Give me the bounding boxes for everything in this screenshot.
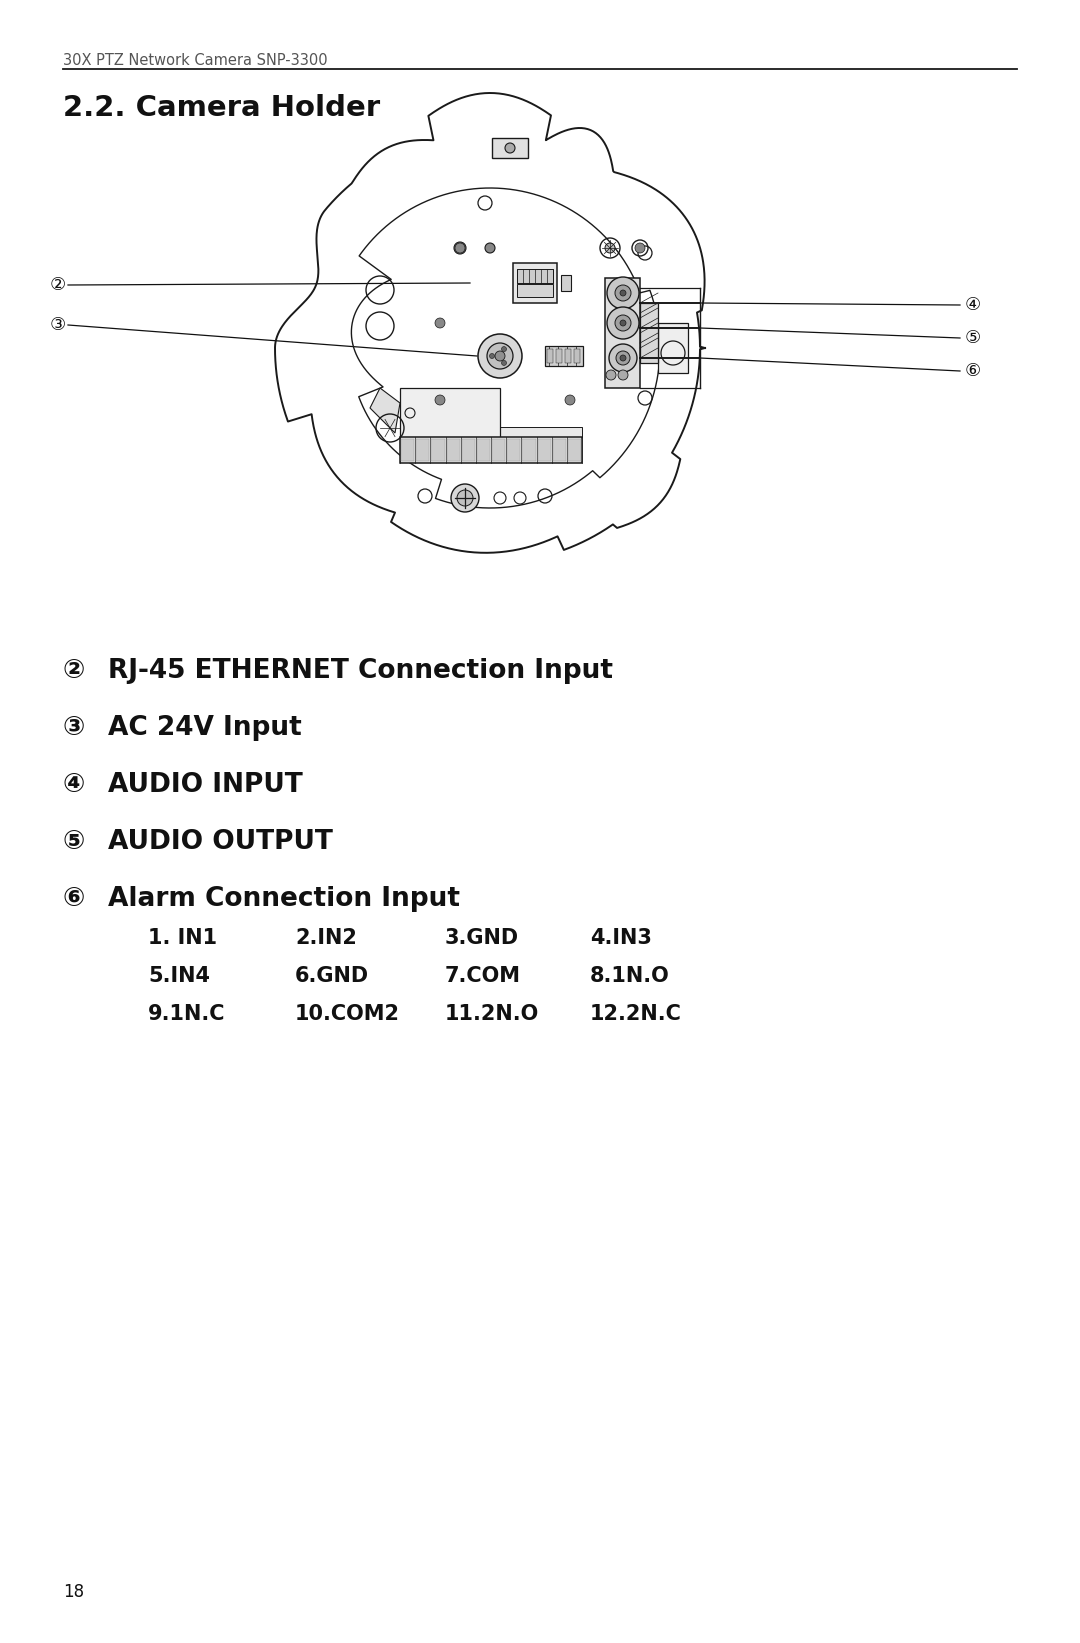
Bar bbox=[658, 324, 688, 373]
Bar bbox=[400, 437, 582, 463]
Text: ②: ② bbox=[50, 276, 66, 294]
Text: RJ-45 ETHERNET Connection Input: RJ-45 ETHERNET Connection Input bbox=[108, 657, 613, 683]
Text: ③: ③ bbox=[63, 715, 85, 741]
Text: ⑤: ⑤ bbox=[63, 830, 85, 854]
Bar bbox=[553, 439, 566, 462]
Text: 11.2N.O: 11.2N.O bbox=[445, 1004, 539, 1024]
Text: 4.IN3: 4.IN3 bbox=[590, 928, 652, 948]
Bar bbox=[508, 439, 521, 462]
Text: 8.1N.O: 8.1N.O bbox=[590, 966, 670, 986]
Circle shape bbox=[451, 485, 480, 513]
Circle shape bbox=[501, 347, 507, 352]
Text: ⑤: ⑤ bbox=[966, 329, 981, 347]
Circle shape bbox=[620, 291, 626, 296]
Circle shape bbox=[455, 243, 465, 253]
Polygon shape bbox=[275, 94, 705, 552]
Text: 2.IN2: 2.IN2 bbox=[295, 928, 356, 948]
Bar bbox=[517, 284, 553, 297]
Bar bbox=[400, 427, 582, 437]
Circle shape bbox=[620, 355, 626, 361]
Bar bbox=[573, 348, 580, 363]
Text: 6.GND: 6.GND bbox=[295, 966, 369, 986]
Text: 1. IN1: 1. IN1 bbox=[148, 928, 217, 948]
Bar bbox=[545, 347, 583, 366]
Circle shape bbox=[489, 353, 495, 358]
Bar bbox=[401, 439, 414, 462]
Circle shape bbox=[616, 352, 630, 365]
Bar bbox=[492, 439, 505, 462]
Circle shape bbox=[457, 490, 473, 506]
Text: ⑥: ⑥ bbox=[966, 361, 981, 380]
Bar bbox=[492, 138, 528, 158]
Bar bbox=[431, 439, 445, 462]
Text: ②: ② bbox=[63, 657, 85, 683]
Text: 2.2. Camera Holder: 2.2. Camera Holder bbox=[63, 94, 380, 122]
Circle shape bbox=[635, 243, 645, 253]
Text: ④: ④ bbox=[63, 772, 85, 798]
Circle shape bbox=[501, 360, 507, 365]
Text: 12.2N.C: 12.2N.C bbox=[590, 1004, 681, 1024]
Bar bbox=[561, 274, 571, 291]
Text: AUDIO OUTPUT: AUDIO OUTPUT bbox=[108, 830, 333, 854]
Text: AC 24V Input: AC 24V Input bbox=[108, 715, 301, 741]
Bar bbox=[461, 439, 475, 462]
Bar bbox=[523, 439, 536, 462]
Circle shape bbox=[478, 334, 522, 378]
Circle shape bbox=[615, 315, 631, 330]
Circle shape bbox=[607, 307, 639, 338]
Bar bbox=[565, 348, 571, 363]
Circle shape bbox=[620, 320, 626, 325]
Text: ③: ③ bbox=[50, 315, 66, 334]
Bar bbox=[446, 439, 460, 462]
Circle shape bbox=[615, 284, 631, 301]
Text: 3.GND: 3.GND bbox=[445, 928, 519, 948]
Text: ⑥: ⑥ bbox=[63, 886, 85, 912]
Circle shape bbox=[618, 370, 627, 380]
Text: 30X PTZ Network Camera SNP-3300: 30X PTZ Network Camera SNP-3300 bbox=[63, 53, 327, 67]
Bar bbox=[546, 348, 553, 363]
Circle shape bbox=[435, 394, 445, 406]
Text: 18: 18 bbox=[63, 1582, 84, 1600]
Text: 7.COM: 7.COM bbox=[445, 966, 521, 986]
Circle shape bbox=[487, 343, 513, 370]
Circle shape bbox=[505, 143, 515, 153]
Text: Alarm Connection Input: Alarm Connection Input bbox=[108, 886, 460, 912]
Circle shape bbox=[495, 352, 505, 361]
Circle shape bbox=[485, 243, 495, 253]
Text: 10.COM2: 10.COM2 bbox=[295, 1004, 400, 1024]
Circle shape bbox=[565, 394, 575, 406]
Circle shape bbox=[606, 370, 616, 380]
Text: 9.1N.C: 9.1N.C bbox=[148, 1004, 226, 1024]
Bar bbox=[517, 269, 553, 283]
Bar bbox=[477, 439, 490, 462]
Bar bbox=[513, 263, 557, 302]
Circle shape bbox=[607, 278, 639, 309]
Circle shape bbox=[609, 343, 637, 371]
Bar bbox=[568, 439, 581, 462]
Bar bbox=[416, 439, 430, 462]
Bar bbox=[640, 302, 658, 363]
Bar bbox=[556, 348, 562, 363]
Bar bbox=[605, 278, 640, 388]
Polygon shape bbox=[370, 388, 400, 434]
Circle shape bbox=[605, 243, 615, 253]
Bar bbox=[538, 439, 551, 462]
Circle shape bbox=[454, 242, 465, 255]
Text: ④: ④ bbox=[966, 296, 981, 314]
Bar bbox=[400, 388, 500, 449]
Text: 5.IN4: 5.IN4 bbox=[148, 966, 210, 986]
Text: AUDIO INPUT: AUDIO INPUT bbox=[108, 772, 302, 798]
Circle shape bbox=[435, 319, 445, 329]
